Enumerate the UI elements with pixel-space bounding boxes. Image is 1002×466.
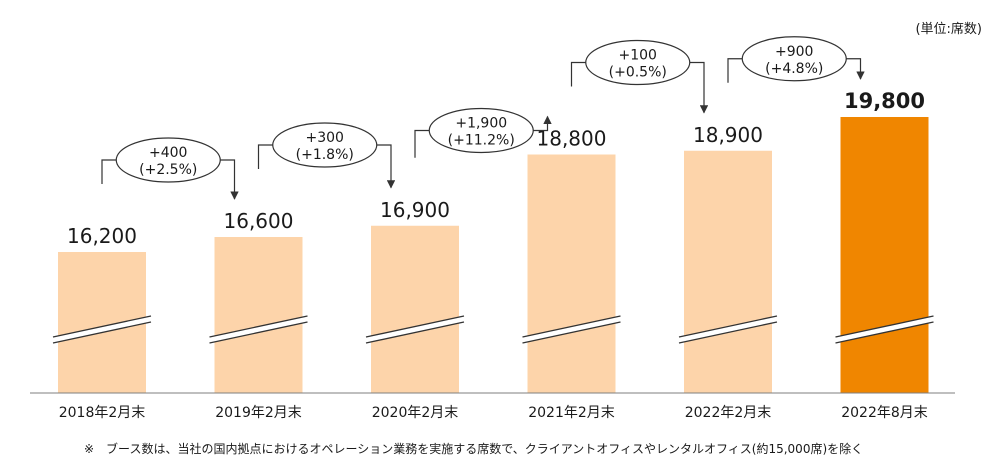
category-label: 2022年2月末: [685, 405, 772, 421]
bar: [527, 154, 616, 393]
change-amount: +900: [775, 44, 813, 60]
change-amount: +300: [306, 130, 344, 146]
value-label: 16,900: [380, 198, 450, 222]
axis-break-line: [209, 321, 308, 344]
value-label: 16,200: [67, 224, 137, 248]
bar: [840, 117, 929, 393]
axis-break-mark: [366, 316, 464, 343]
value-label: 16,600: [224, 209, 294, 233]
axis-break-line: [678, 321, 778, 344]
change-percent: (+4.8%): [765, 61, 823, 77]
change-bubble: [585, 39, 691, 86]
bar: [684, 150, 772, 393]
bar: [214, 237, 303, 393]
category-label: 2019年2月末: [215, 405, 302, 421]
change-bubble: [428, 107, 534, 154]
axis-break-line: [365, 315, 465, 338]
change-amount: +1,900: [455, 116, 507, 132]
change-percent: (+11.2%): [448, 133, 515, 149]
category-label: 2022年8月末: [841, 405, 928, 421]
axis-break-line: [52, 321, 152, 344]
footnote: ※ ブース数は、当社の国内拠点におけるオペレーション業務を実施する席数で、クライ…: [84, 442, 864, 456]
bar: [371, 225, 459, 393]
unit-label: (単位:席数): [915, 22, 982, 37]
change-amount: +400: [149, 145, 187, 161]
axis-break-mark: [679, 316, 777, 343]
axis-break-line: [835, 315, 934, 338]
category-label: 2020年2月末: [372, 405, 459, 421]
category-label: 2018年2月末: [59, 405, 146, 421]
change-bubble: [272, 122, 378, 168]
value-label: 18,900: [693, 123, 763, 147]
axis-break-line: [678, 315, 778, 338]
change-bubble: [115, 137, 221, 183]
value-label: 18,800: [537, 127, 607, 151]
axis-break-line: [52, 315, 152, 338]
axis-break-line: [209, 315, 308, 338]
value-label: 19,800: [844, 89, 925, 113]
axis-break-line: [522, 321, 621, 344]
change-percent: (+1.8%): [296, 147, 354, 163]
change-percent: (+2.5%): [139, 162, 197, 178]
change-percent: (+0.5%): [609, 65, 667, 81]
axis-break-mark: [209, 316, 308, 343]
axis-break-mark: [835, 316, 934, 343]
axis-break-line: [835, 321, 934, 344]
axis-break-mark: [522, 316, 621, 343]
axis-break-line: [365, 321, 465, 344]
change-amount: +100: [619, 48, 657, 64]
change-bubble: [741, 36, 847, 82]
axis-break-line: [522, 315, 621, 338]
axis-break-mark: [53, 316, 151, 343]
category-label: 2021年2月末: [528, 405, 615, 421]
